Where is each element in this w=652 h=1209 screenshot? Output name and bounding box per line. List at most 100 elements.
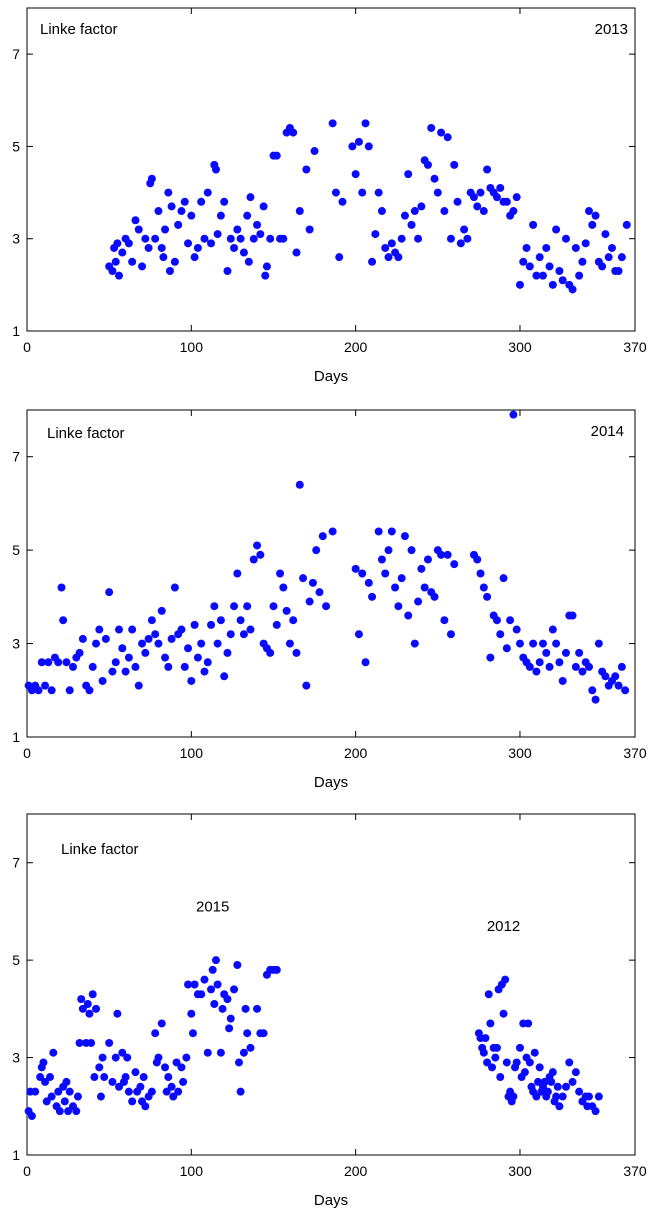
data-point	[575, 648, 584, 657]
data-point	[98, 1053, 107, 1062]
data-point	[538, 639, 547, 648]
data-point	[545, 662, 554, 671]
data-point	[226, 234, 235, 243]
data-point	[617, 662, 626, 671]
data-point	[364, 142, 373, 151]
data-point	[266, 234, 275, 243]
data-point	[96, 1092, 105, 1101]
data-point	[184, 239, 193, 248]
data-point	[161, 653, 170, 662]
data-point	[182, 1053, 191, 1062]
data-point	[225, 1024, 234, 1033]
data-point	[318, 532, 327, 541]
y-tick-label: 3	[12, 1050, 20, 1066]
data-point	[591, 1107, 600, 1116]
data-point	[473, 202, 482, 211]
data-point	[236, 616, 245, 625]
data-point	[55, 1107, 64, 1116]
data-point	[617, 253, 626, 262]
data-point	[100, 1073, 109, 1082]
data-point	[162, 1087, 171, 1096]
data-point	[62, 1077, 71, 1086]
chart-panel-2015-2012: 0 100 200 300 370 1 3 5 7 Days Linke factor 2015 201…	[12, 813, 647, 1209]
data-point	[128, 1097, 137, 1106]
data-point	[184, 644, 193, 653]
data-point	[37, 658, 46, 667]
data-point	[141, 234, 150, 243]
data-point	[193, 653, 202, 662]
data-point	[479, 207, 488, 216]
x-tick-label: 200	[344, 339, 368, 355]
data-point	[216, 1048, 225, 1057]
data-point	[394, 602, 403, 611]
data-point	[190, 253, 199, 262]
data-point	[543, 1087, 552, 1096]
data-point	[315, 588, 324, 597]
data-point	[138, 262, 147, 271]
data-point	[211, 165, 220, 174]
data-point	[279, 234, 288, 243]
data-point	[226, 630, 235, 639]
data-point	[282, 606, 291, 615]
data-point	[292, 248, 301, 257]
data-point	[187, 1009, 196, 1018]
data-point	[512, 625, 521, 634]
data-point	[305, 597, 314, 606]
data-point	[174, 1087, 183, 1096]
data-point	[302, 165, 311, 174]
data-point	[62, 658, 71, 667]
data-point	[31, 1087, 40, 1096]
data-point	[124, 1087, 133, 1096]
data-point	[476, 569, 485, 578]
data-point	[410, 207, 419, 216]
data-point	[289, 616, 298, 625]
data-point	[246, 1043, 255, 1052]
data-point	[506, 616, 515, 625]
chart-annotation: 2014	[591, 423, 624, 440]
data-point	[128, 257, 137, 266]
data-point	[361, 119, 370, 128]
data-point	[501, 975, 510, 984]
data-point	[276, 569, 285, 578]
data-point	[95, 1063, 104, 1072]
data-point	[233, 225, 242, 234]
data-point	[351, 564, 360, 573]
chart-annotation: 2013	[595, 21, 628, 38]
data-point	[322, 602, 331, 611]
data-point	[381, 243, 390, 252]
data-point	[400, 532, 409, 541]
x-tick-label: 0	[23, 745, 31, 761]
data-point	[147, 1087, 156, 1096]
y-tick-label: 7	[12, 46, 20, 62]
data-point	[134, 225, 143, 234]
data-point	[197, 197, 206, 206]
data-point	[144, 243, 153, 252]
data-point	[481, 1034, 490, 1043]
data-point	[601, 230, 610, 239]
data-point	[249, 555, 258, 564]
data-point	[269, 602, 278, 611]
data-point	[534, 1077, 543, 1086]
data-point	[571, 243, 580, 252]
data-point	[400, 211, 409, 220]
data-point	[338, 197, 347, 206]
data-point	[200, 667, 209, 676]
data-point	[512, 1058, 521, 1067]
data-point	[197, 990, 206, 999]
data-point	[601, 672, 610, 681]
data-point	[154, 1053, 163, 1062]
x-tick-label: 370	[623, 1163, 647, 1179]
data-point	[241, 1004, 250, 1013]
data-point	[113, 239, 122, 248]
x-tick-label: 0	[23, 1163, 31, 1179]
data-point	[578, 257, 587, 266]
data-point	[223, 267, 232, 276]
data-point	[561, 1082, 570, 1091]
data-point	[427, 123, 436, 132]
data-point	[218, 1004, 227, 1013]
y-tick-label: 5	[12, 138, 20, 154]
data-point	[414, 234, 423, 243]
data-point	[78, 634, 87, 643]
data-point	[188, 1029, 197, 1038]
data-point	[515, 1043, 524, 1052]
